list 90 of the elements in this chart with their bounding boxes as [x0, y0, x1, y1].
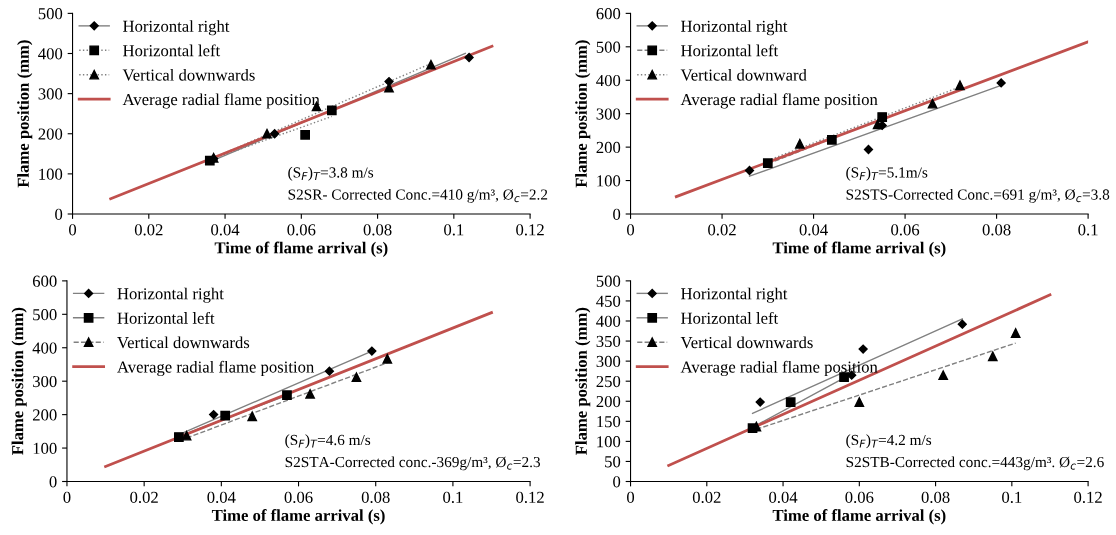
x-tick-label: 0.08	[921, 491, 950, 504]
y-tick-label: 500	[596, 41, 621, 53]
y-tick-label: 200	[596, 141, 621, 154]
x-tick-label: 0.06	[891, 224, 920, 236]
legend-label: Vertical downwards	[680, 336, 813, 349]
x-tick-label: 0	[627, 491, 635, 503]
annotation: (S$_{F}$)$_{T}$=4.2 m/s	[846, 434, 932, 449]
y-tick-label: 300	[596, 355, 621, 368]
x-tick-label: 0	[63, 491, 71, 503]
y-tick-label: 450	[596, 295, 621, 307]
x-tick-label: 0.02	[134, 224, 163, 236]
x-tick-label: 0.04	[799, 224, 828, 236]
x-tick-label: 0.04	[769, 491, 798, 504]
y-tick-label: 200	[596, 395, 621, 408]
legend-label: Horizontal left	[117, 311, 215, 324]
x-tick-label: 0.12	[516, 491, 544, 504]
x-tick-label: 0	[69, 224, 77, 236]
y-tick-label: 0	[55, 208, 63, 220]
x-tick-label: 0.06	[845, 491, 874, 504]
annotation: S2STA-Corrected conc.-369g/m³, Ø$_{c}$=2.3	[285, 456, 541, 471]
x-tick-label: 0.12	[1074, 491, 1102, 504]
x-tick-label: 0.04	[211, 224, 240, 236]
legend-label: Average radial flame position	[122, 93, 320, 109]
y-axis-title: Flame position (mm)	[575, 307, 591, 455]
y-tick-label: 100	[597, 175, 621, 187]
legend-label: Horizontal left	[681, 44, 779, 57]
legend-label: Horizontal right	[681, 287, 788, 303]
legend-label: Vertical downward	[680, 68, 807, 81]
x-axis-title: Time of flame arrival (s)	[214, 241, 388, 257]
x-tick-label: 0.08	[363, 224, 392, 236]
annotation: (S$_{F}$)$_{T}$=3.8 m/s	[288, 166, 374, 181]
y-tick-label: 500	[596, 275, 621, 287]
y-axis-title: Flame position (mm)	[11, 307, 27, 455]
legend-label: Horizontal right	[117, 287, 224, 303]
y-tick-label: 0	[613, 208, 621, 220]
x-tick-label: 0.1	[443, 491, 463, 504]
y-tick-label: 150	[597, 416, 621, 428]
x-tick-label: 0.1	[1078, 224, 1098, 236]
legend-label: Horizontal right	[681, 20, 788, 36]
legend-label: Horizontal right	[123, 20, 230, 36]
annotation: (S$_{F}$)$_{T}$=4.6 m/s	[285, 434, 371, 449]
y-tick-label: 100	[33, 442, 57, 455]
y-tick-label: 100	[39, 168, 63, 180]
y-tick-label: 600	[596, 8, 621, 20]
x-axis-title: Time of flame arrival (s)	[211, 509, 385, 525]
x-tick-label: 0.06	[287, 224, 316, 236]
legend-label: Average radial flame position	[680, 93, 878, 109]
y-tick-label: 300	[596, 108, 621, 120]
annotation: S2SR- Corrected Conc.=410 g/m³, Ø$_{c}$=2.2	[288, 188, 548, 203]
y-tick-label: 200	[38, 128, 63, 140]
x-tick-label: 0	[627, 224, 635, 236]
x-axis-title: Time of flame arrival (s)	[772, 241, 946, 257]
y-tick-label: 200	[32, 409, 57, 421]
x-tick-label: 0.02	[130, 491, 158, 504]
annotation: S2STB-Corrected conc.=443g/m³. Ø$_{c}$=2.6	[846, 456, 1104, 471]
y-tick-label: 500	[38, 8, 63, 20]
x-tick-label: 0.02	[692, 491, 721, 504]
y-tick-label: 400	[596, 74, 621, 87]
legend-label: Vertical downwards	[122, 68, 255, 81]
y-tick-label: 50	[605, 456, 621, 468]
y-tick-label: 300	[38, 88, 63, 100]
legend-label: Horizontal left	[123, 44, 221, 57]
y-tick-label: 400	[596, 315, 621, 327]
x-tick-label: 0.12	[516, 224, 544, 236]
x-tick-label: 0.08	[361, 491, 390, 504]
annotation: (S$_{F}$)$_{T}$=5.1m/s	[846, 166, 928, 181]
y-tick-label: 100	[597, 436, 621, 448]
y-tick-label: 0	[49, 476, 57, 488]
legend-label: Average radial flame position	[680, 360, 878, 377]
y-tick-label: 400	[38, 48, 63, 60]
y-tick-label: 500	[33, 309, 57, 321]
y-tick-label: 350	[596, 335, 621, 348]
y-tick-label: 300	[33, 375, 57, 388]
y-tick-label: 250	[596, 375, 621, 388]
y-tick-label: 400	[32, 342, 57, 354]
x-tick-label: 0.08	[982, 224, 1011, 236]
y-tick-label: 0	[613, 476, 621, 488]
x-tick-label: 0.06	[284, 491, 313, 504]
x-tick-label: 0.02	[708, 224, 736, 236]
x-tick-label: 0.04	[207, 491, 236, 504]
y-tick-label: 600	[32, 275, 57, 287]
y-axis-title: Flame position (mm)	[17, 40, 33, 188]
y-axis-title: Flame position (mm)	[575, 40, 591, 188]
x-axis-title: Time of flame arrival (s)	[772, 509, 946, 525]
legend-label: Horizontal left	[681, 311, 779, 324]
legend-label: Vertical downwards	[117, 336, 250, 349]
legend-label: Average radial flame position	[117, 360, 315, 377]
annotation: S2STS-Corrected Conc.=691 g/m³, Ø$_{c}$=3.8	[846, 188, 1110, 203]
x-tick-label: 0.1	[444, 224, 464, 236]
x-tick-label: 0.1	[1002, 491, 1022, 504]
